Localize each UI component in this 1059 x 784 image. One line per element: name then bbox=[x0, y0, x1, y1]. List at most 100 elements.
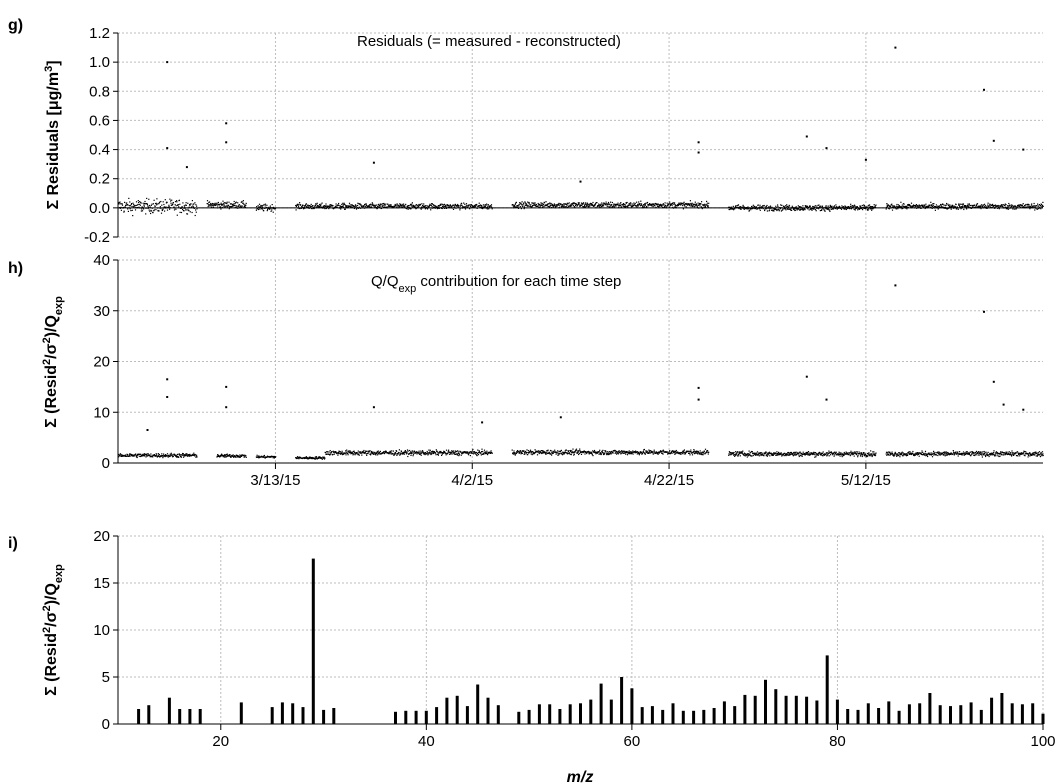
data-point bbox=[485, 451, 487, 453]
data-point bbox=[764, 453, 766, 455]
data-point bbox=[384, 452, 386, 455]
data-point bbox=[596, 206, 598, 208]
data-point bbox=[778, 453, 780, 455]
data-point bbox=[407, 208, 409, 210]
data-point bbox=[226, 455, 229, 457]
data-point bbox=[963, 453, 965, 455]
data-point bbox=[155, 202, 157, 204]
data-point bbox=[169, 453, 171, 455]
data-point bbox=[862, 453, 864, 455]
data-point bbox=[734, 454, 736, 456]
data-point bbox=[769, 205, 772, 207]
outlier-point bbox=[146, 429, 149, 431]
data-point bbox=[511, 449, 513, 451]
data-point bbox=[397, 453, 399, 455]
data-point bbox=[704, 203, 706, 205]
data-point bbox=[475, 453, 477, 455]
data-point bbox=[926, 206, 928, 208]
data-point bbox=[329, 450, 331, 452]
data-point bbox=[649, 452, 651, 454]
data-point bbox=[1000, 205, 1002, 207]
data-point bbox=[567, 450, 569, 452]
data-point bbox=[748, 210, 750, 212]
data-point bbox=[426, 450, 428, 453]
data-point bbox=[772, 453, 774, 455]
data-point bbox=[641, 207, 643, 209]
data-point bbox=[237, 202, 239, 204]
data-point bbox=[478, 205, 481, 207]
data-point bbox=[816, 454, 818, 456]
data-point bbox=[874, 207, 876, 209]
data-point bbox=[122, 206, 125, 209]
data-point bbox=[402, 453, 404, 455]
data-point bbox=[741, 451, 743, 453]
data-point bbox=[858, 453, 860, 455]
data-point bbox=[757, 453, 759, 455]
data-point bbox=[1042, 201, 1044, 203]
data-point bbox=[810, 452, 812, 454]
bar bbox=[959, 705, 963, 724]
data-point bbox=[785, 205, 787, 207]
data-point bbox=[807, 451, 810, 453]
y-tick-label: 15 bbox=[93, 575, 110, 592]
data-point bbox=[475, 451, 477, 453]
data-point bbox=[264, 203, 267, 205]
data-point bbox=[604, 452, 606, 454]
data-point bbox=[631, 452, 633, 454]
data-point bbox=[939, 206, 941, 208]
data-point bbox=[810, 208, 812, 211]
data-point bbox=[300, 456, 302, 459]
data-point bbox=[1023, 454, 1025, 456]
data-point bbox=[860, 452, 862, 454]
data-point bbox=[212, 204, 214, 207]
data-point bbox=[1007, 208, 1010, 210]
data-point bbox=[689, 451, 691, 453]
data-point bbox=[842, 206, 844, 208]
data-point bbox=[346, 449, 348, 451]
data-point bbox=[778, 452, 780, 454]
data-point bbox=[1011, 207, 1013, 209]
data-point bbox=[668, 453, 670, 455]
data-point bbox=[924, 207, 926, 210]
data-point bbox=[978, 207, 980, 209]
data-point bbox=[353, 207, 355, 210]
data-point bbox=[866, 207, 868, 209]
data-point bbox=[691, 452, 693, 454]
data-point bbox=[856, 454, 858, 456]
data-point bbox=[535, 204, 537, 206]
data-point bbox=[831, 453, 833, 455]
data-point bbox=[901, 453, 903, 455]
data-point bbox=[226, 453, 228, 455]
data-point bbox=[764, 207, 766, 210]
data-point bbox=[548, 452, 550, 454]
data-point bbox=[681, 452, 683, 454]
data-point bbox=[614, 204, 616, 206]
data-point bbox=[859, 205, 862, 207]
data-point bbox=[527, 450, 529, 452]
data-point bbox=[897, 454, 900, 456]
data-point bbox=[459, 207, 461, 209]
data-point bbox=[590, 202, 592, 204]
data-point bbox=[834, 207, 836, 209]
data-point bbox=[602, 452, 604, 454]
data-point bbox=[617, 204, 619, 206]
bar bbox=[702, 709, 706, 724]
data-point bbox=[747, 455, 749, 457]
x-tick-label: 4/22/15 bbox=[644, 472, 694, 489]
data-point bbox=[1031, 207, 1033, 209]
data-point bbox=[238, 204, 241, 206]
data-point bbox=[401, 203, 403, 205]
data-point bbox=[645, 451, 648, 453]
data-point bbox=[767, 454, 769, 456]
data-point bbox=[1030, 204, 1032, 206]
data-point bbox=[960, 203, 962, 205]
data-point bbox=[690, 205, 692, 207]
data-point bbox=[455, 207, 457, 209]
data-point bbox=[618, 205, 620, 207]
data-point bbox=[644, 203, 646, 205]
data-point bbox=[406, 208, 408, 210]
data-point bbox=[1002, 206, 1004, 208]
data-point bbox=[447, 206, 449, 208]
data-point bbox=[667, 205, 669, 207]
data-point bbox=[732, 207, 734, 209]
